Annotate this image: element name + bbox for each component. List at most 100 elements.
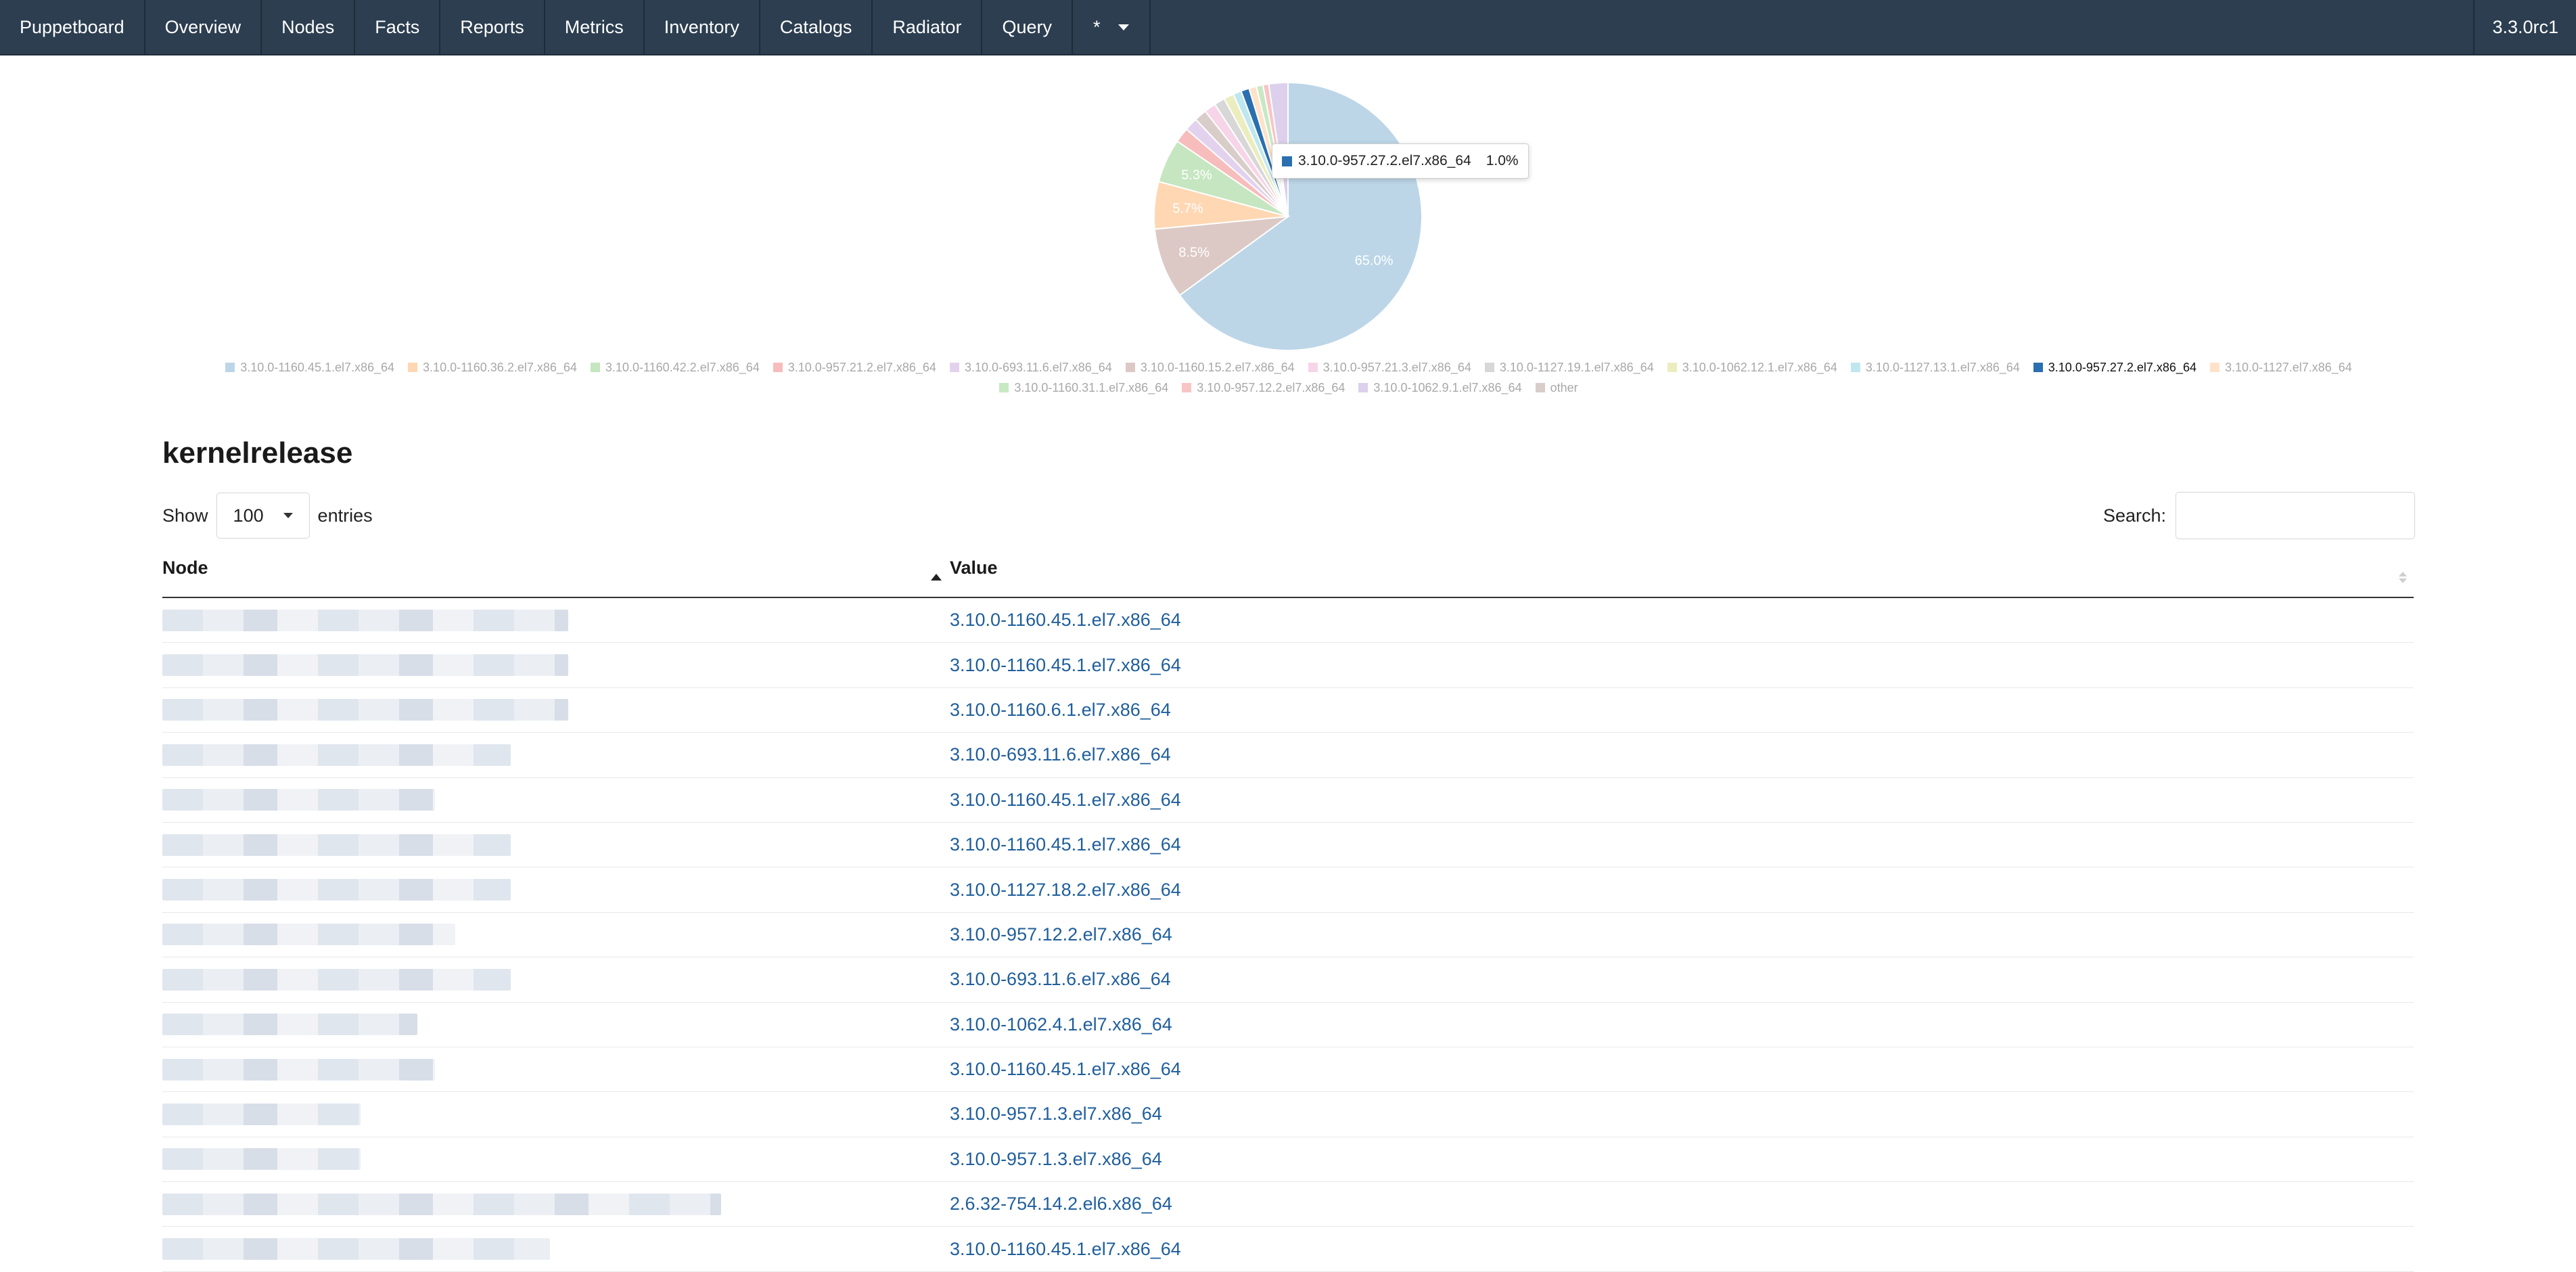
column-header-node[interactable]: Node [162, 549, 950, 597]
legend-item[interactable]: 3.10.0-957.12.2.el7.x86_64 [1182, 380, 1345, 395]
redacted-node-name[interactable] [162, 789, 435, 811]
chevron-down-icon [1118, 24, 1129, 30]
value-cell: 3.10.0-1127.18.2.el7.x86_64 [950, 867, 2414, 911]
value-link[interactable]: 3.10.0-1062.4.1.el7.x86_64 [950, 1014, 1172, 1035]
value-link[interactable]: 3.10.0-1160.45.1.el7.x86_64 [950, 1238, 1181, 1259]
nav-metrics[interactable]: Metrics [545, 0, 645, 54]
redacted-node-name[interactable] [162, 1238, 550, 1260]
nav-query[interactable]: Query [982, 0, 1074, 54]
node-cell [162, 1137, 950, 1181]
legend-item[interactable]: 3.10.0-1160.15.2.el7.x86_64 [1125, 360, 1295, 375]
node-cell [162, 778, 950, 822]
value-link[interactable]: 3.10.0-957.1.3.el7.x86_64 [950, 1148, 1162, 1169]
legend-swatch [949, 363, 959, 372]
environment-dropdown[interactable]: * [1073, 0, 1151, 54]
legend-item[interactable]: 3.10.0-957.27.2.el7.x86_64 [2033, 360, 2196, 375]
legend-item[interactable]: 3.10.0-1127.el7.x86_64 [2209, 360, 2352, 375]
column-header-value[interactable]: Value [950, 549, 2414, 597]
show-label: Show [162, 505, 208, 526]
nav-overview[interactable]: Overview [145, 0, 262, 54]
legend-item[interactable]: 3.10.0-957.21.2.el7.x86_64 [773, 360, 936, 375]
legend-swatch [225, 363, 235, 372]
redacted-node-name[interactable] [162, 1193, 721, 1215]
value-link[interactable]: 3.10.0-1160.45.1.el7.x86_64 [950, 1059, 1181, 1080]
redacted-node-name[interactable] [162, 699, 568, 721]
legend-item[interactable]: 3.10.0-1127.19.1.el7.x86_64 [1484, 360, 1654, 375]
value-cell: 3.10.0-1062.4.1.el7.x86_64 [950, 1003, 2414, 1047]
page-title: kernelrelease [162, 436, 353, 470]
table-row: 3.10.0-957.1.3.el7.x86_64 [162, 1137, 2414, 1183]
navbar-spacer [1151, 0, 2475, 54]
redacted-node-name[interactable] [162, 834, 511, 856]
chart-legend: 3.10.0-1160.45.1.el7.x86_64 3.10.0-1160.3… [162, 360, 2415, 395]
redacted-node-name[interactable] [162, 1148, 361, 1171]
value-link[interactable]: 3.10.0-1160.45.1.el7.x86_64 [950, 789, 1181, 810]
nav-nodes[interactable]: Nodes [262, 0, 356, 54]
pie-slice[interactable] [1153, 215, 1291, 296]
nav-radiator[interactable]: Radiator [873, 0, 983, 54]
table-row: 3.10.0-693.11.6.el7.x86_64 [162, 733, 2414, 778]
legend-item[interactable]: 3.10.0-1160.36.2.el7.x86_64 [408, 360, 577, 375]
node-cell [162, 733, 950, 777]
value-link[interactable]: 3.10.0-957.1.3.el7.x86_64 [950, 1104, 1162, 1125]
value-link[interactable]: 2.6.32-754.14.2.el6.x86_64 [950, 1194, 1172, 1214]
entries-select[interactable]: 100 [216, 493, 310, 539]
redacted-node-name[interactable] [162, 1058, 435, 1081]
value-cell: 3.10.0-693.11.6.el7.x86_64 [950, 957, 2414, 1001]
value-link[interactable]: 3.10.0-1160.45.1.el7.x86_64 [950, 610, 1181, 631]
nav-brand-puppetboard[interactable]: Puppetboard [0, 0, 145, 54]
entries-length-control: Show 100 entries [162, 492, 373, 539]
node-cell [162, 688, 950, 732]
legend-label: 3.10.0-1062.9.1.el7.x86_64 [1373, 380, 1522, 394]
redacted-node-name[interactable] [162, 879, 511, 901]
value-link[interactable]: 3.10.0-693.11.6.el7.x86_64 [950, 744, 1171, 765]
search-input[interactable] [2176, 492, 2415, 539]
redacted-node-name[interactable] [162, 744, 511, 766]
value-link[interactable]: 3.10.0-1160.45.1.el7.x86_64 [950, 654, 1181, 675]
table-row: 2.6.32-754.14.2.el6.x86_64 [162, 1182, 2414, 1227]
redacted-node-name[interactable] [162, 924, 455, 946]
node-cell [162, 1003, 950, 1047]
legend-item[interactable]: 3.10.0-1160.45.1.el7.x86_64 [225, 360, 394, 375]
table-row: 3.10.0-1127.18.2.el7.x86_64 [162, 867, 2414, 913]
legend-swatch [999, 383, 1009, 392]
legend-item[interactable]: 3.10.0-1160.42.2.el7.x86_64 [590, 360, 760, 375]
legend-item[interactable]: 3.10.0-957.21.3.el7.x86_64 [1308, 360, 1471, 375]
legend-item[interactable]: 3.10.0-1062.9.1.el7.x86_64 [1358, 380, 1522, 395]
entries-select-value: 100 [233, 505, 264, 526]
tooltip-swatch [1282, 156, 1292, 166]
table-row: 3.10.0-1062.4.1.el7.x86_64 [162, 1003, 2414, 1047]
value-link[interactable]: 3.10.0-957.12.2.el7.x86_64 [950, 924, 1172, 945]
legend-item[interactable]: 3.10.0-1062.12.1.el7.x86_64 [1667, 360, 1837, 375]
sort-ascending-icon [931, 574, 942, 581]
table-header: Node Value [162, 549, 2414, 598]
legend-item[interactable]: 3.10.0-1127.13.1.el7.x86_64 [1850, 360, 2020, 375]
facts-table: Node Value 3.10.0-1160.45.1.el7.x86_64 3.… [162, 549, 2414, 1272]
node-cell [162, 867, 950, 911]
legend-item[interactable]: 3.10.0-693.11.6.el7.x86_64 [949, 360, 1112, 375]
value-link[interactable]: 3.10.0-1160.45.1.el7.x86_64 [950, 834, 1181, 855]
value-link[interactable]: 3.10.0-1160.6.1.el7.x86_64 [950, 699, 1171, 720]
sort-both-icon [2399, 572, 2407, 585]
top-navbar: Puppetboard Overview Nodes Facts Reports… [0, 0, 2576, 55]
nav-inventory[interactable]: Inventory [645, 0, 760, 54]
nav-facts[interactable]: Facts [355, 0, 441, 54]
value-link[interactable]: 3.10.0-1127.18.2.el7.x86_64 [950, 879, 1181, 900]
value-cell: 3.10.0-957.1.3.el7.x86_64 [950, 1092, 2414, 1136]
redacted-node-name[interactable] [162, 1103, 361, 1125]
redacted-node-name[interactable] [162, 1014, 417, 1036]
value-link[interactable]: 3.10.0-693.11.6.el7.x86_64 [950, 969, 1171, 990]
legend-item[interactable]: other [1535, 380, 1578, 395]
nav-reports[interactable]: Reports [440, 0, 545, 54]
redacted-node-name[interactable] [162, 968, 511, 991]
chart-tooltip: 3.10.0-957.27.2.el7.x86_64 1.0% [1272, 143, 1529, 179]
legend-label: 3.10.0-957.21.2.el7.x86_64 [787, 360, 936, 374]
redacted-node-name[interactable] [162, 654, 568, 677]
table-row: 3.10.0-957.1.3.el7.x86_64 [162, 1092, 2414, 1137]
node-cell [162, 913, 950, 957]
pie-chart: 65.0% 8.5% 5.7% 5.3% [1153, 81, 1423, 351]
legend-item[interactable]: 3.10.0-1160.31.1.el7.x86_64 [999, 380, 1168, 395]
table-row: 3.10.0-1160.45.1.el7.x86_64 [162, 643, 2414, 688]
nav-catalogs[interactable]: Catalogs [760, 0, 873, 54]
redacted-node-name[interactable] [162, 609, 568, 631]
